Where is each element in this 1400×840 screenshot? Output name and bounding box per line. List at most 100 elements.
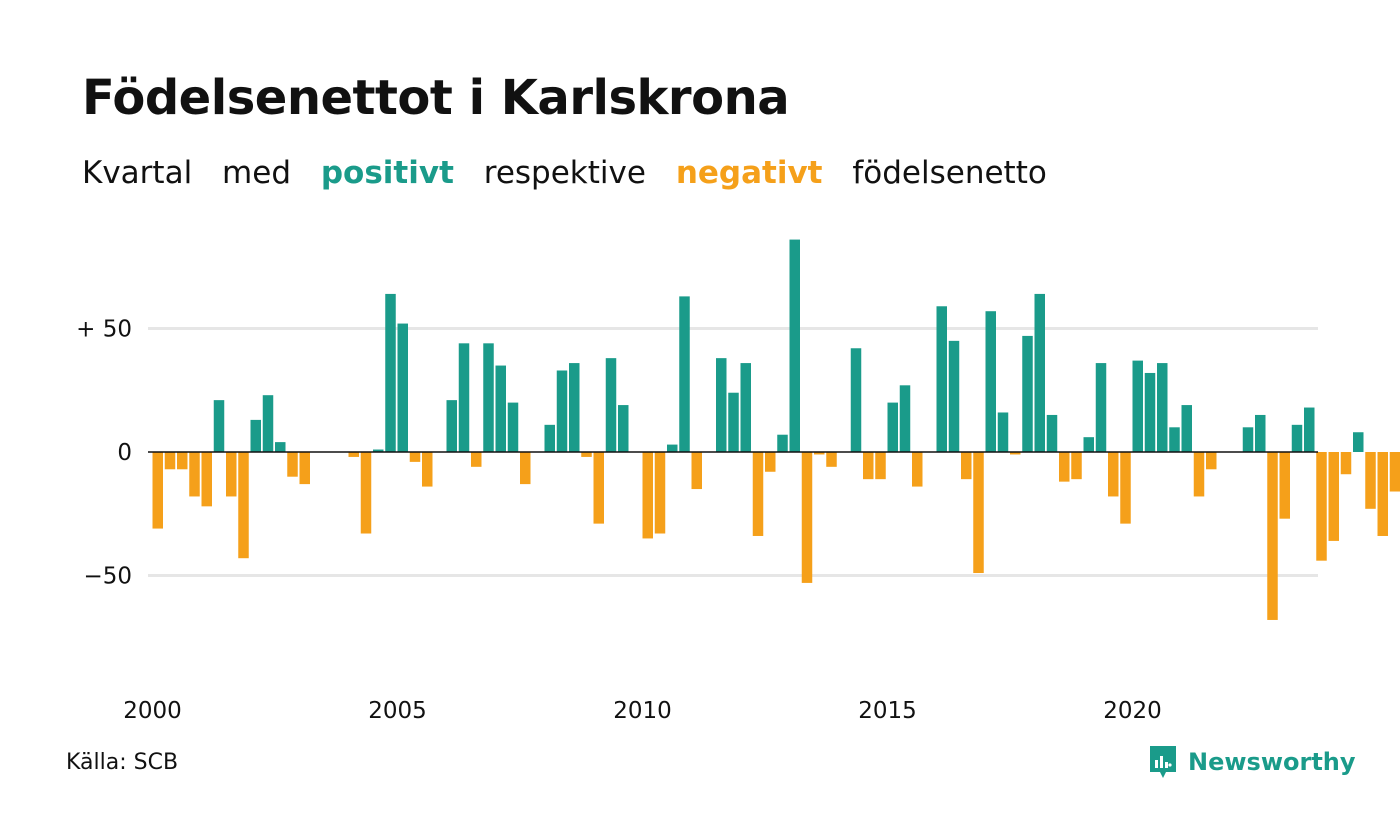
bar-negative	[201, 452, 212, 507]
bar-positive	[495, 365, 506, 452]
bar-positive	[1132, 360, 1143, 452]
bar-negative	[238, 452, 249, 559]
bar-negative	[863, 452, 874, 480]
bar-negative	[801, 452, 813, 583]
bar-positive	[213, 400, 225, 452]
x-tick-label: 2015	[858, 698, 917, 724]
bar-negative	[765, 452, 776, 472]
bar-negative	[961, 452, 972, 480]
newsworthy-logo-icon	[1150, 746, 1176, 778]
bar-positive	[483, 343, 494, 452]
y-tick-label: 0	[117, 440, 132, 466]
bar-positive	[1181, 405, 1192, 452]
bar-positive	[789, 239, 800, 452]
bar-positive	[997, 412, 1009, 452]
bar-negative	[1206, 452, 1217, 470]
bar-positive	[1034, 293, 1045, 452]
bar-negative	[1377, 452, 1388, 536]
bar-negative	[1365, 452, 1376, 509]
bar-positive	[777, 434, 788, 452]
bar-positive	[948, 340, 960, 452]
bar-negative	[752, 452, 764, 536]
y-tick-label: + 50	[76, 317, 132, 343]
bar-positive	[250, 419, 261, 452]
subtitle-positive-legend: positivt	[320, 155, 454, 191]
bar-negative	[177, 452, 188, 470]
x-tick-label: 2005	[368, 698, 427, 724]
bar-negative	[875, 452, 886, 480]
bar-positive	[385, 293, 396, 452]
bar-positive	[985, 311, 996, 452]
bar-positive	[556, 370, 568, 452]
subtitle-word-med: med	[222, 155, 291, 191]
subtitle-word-fodelsenetto: födelsenetto	[852, 155, 1047, 191]
bar-positive	[850, 348, 862, 452]
bar-positive	[936, 306, 947, 452]
brand-logo: Newsworthy	[1148, 744, 1356, 780]
bar-positive	[1291, 424, 1303, 452]
y-tick-label: −50	[83, 564, 132, 590]
bar-negative	[581, 452, 592, 457]
bar-positive	[544, 424, 555, 452]
bar-positive	[458, 343, 470, 452]
x-tick-label: 2010	[613, 698, 672, 724]
bar-positive	[569, 363, 580, 452]
bar-positive	[679, 296, 690, 452]
bar-negative	[189, 452, 200, 497]
chart-subtitle: Kvartal med positivt respektive negativt…	[82, 155, 1067, 191]
bar-negative	[164, 452, 176, 470]
bar-positive	[1242, 427, 1254, 452]
bar-negative	[360, 452, 372, 534]
brand-name: Newsworthy	[1188, 748, 1356, 776]
bar-positive	[1022, 335, 1033, 452]
bar-positive	[1304, 407, 1315, 452]
bar-negative	[814, 452, 825, 455]
subtitle-word-kvartal: Kvartal	[82, 155, 193, 191]
bar-positive	[275, 442, 286, 452]
bar-positive	[446, 400, 457, 452]
grid-lines	[148, 327, 1318, 577]
bar-negative	[299, 452, 310, 485]
bar-negative	[152, 452, 163, 529]
bar-negative	[422, 452, 433, 487]
bar-negative	[1267, 452, 1278, 620]
bar-negative	[593, 452, 604, 524]
source-note: Källa: SCB	[66, 750, 179, 775]
bars	[152, 239, 1400, 620]
subtitle-word-respektive: respektive	[483, 155, 646, 191]
bar-negative	[409, 452, 421, 462]
bar-positive	[262, 395, 274, 452]
bar-negative	[1071, 452, 1082, 480]
bar-negative	[287, 452, 298, 477]
bar-positive	[740, 363, 751, 452]
x-axis-ticks: 2000 2005 2010 2015 2020	[123, 698, 1162, 724]
chart-title: Födelsenettot i Karlskrona	[82, 70, 790, 126]
bar-positive	[1046, 414, 1058, 452]
bar-positive	[373, 449, 384, 452]
bar-negative	[1010, 452, 1021, 455]
subtitle-negative-legend: negativt	[675, 155, 823, 191]
bar-negative	[520, 452, 531, 485]
bar-negative	[1389, 452, 1400, 492]
bar-negative	[1193, 452, 1205, 497]
bar-positive	[1353, 432, 1364, 452]
bar-positive	[1083, 437, 1094, 452]
bar-positive	[605, 358, 617, 452]
bar-negative	[471, 452, 482, 467]
bar-positive	[1095, 363, 1107, 452]
bar-positive	[716, 358, 727, 452]
bar-positive	[887, 402, 898, 452]
bar-negative	[1059, 452, 1070, 482]
y-axis-ticks: + 50 0 −50	[76, 317, 132, 590]
bar-negative	[912, 452, 923, 487]
bar-positive	[667, 444, 678, 452]
bar-negative	[973, 452, 984, 574]
bar-positive	[899, 385, 911, 452]
bar-positive	[728, 392, 739, 452]
bar-negative	[691, 452, 702, 490]
bar-negative	[826, 452, 837, 467]
bar-negative	[654, 452, 666, 534]
bar-negative	[348, 452, 359, 457]
bar-negative	[1108, 452, 1119, 497]
